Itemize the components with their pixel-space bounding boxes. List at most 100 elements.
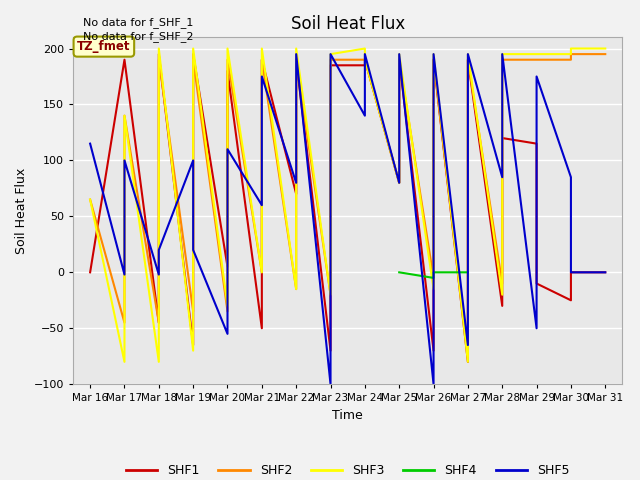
SHF1 xyxy=(86,269,94,275)
SHF5 xyxy=(326,51,334,57)
Text: No data for f_SHF_2: No data for f_SHF_2 xyxy=(83,31,194,42)
SHF2 xyxy=(567,51,575,57)
SHF5 xyxy=(464,342,472,348)
SHF5 xyxy=(189,157,197,163)
SHF2 xyxy=(258,269,266,275)
SHF1 xyxy=(464,359,472,365)
SHF3 xyxy=(189,348,197,354)
Line: SHF2: SHF2 xyxy=(90,54,605,356)
SHF2 xyxy=(120,320,128,325)
SHF2 xyxy=(429,275,437,281)
SHF5 xyxy=(258,73,266,79)
SHF2 xyxy=(326,292,334,298)
SHF1 xyxy=(120,57,128,62)
SHF1 xyxy=(155,320,163,325)
SHF3 xyxy=(499,51,506,57)
SHF3 xyxy=(532,51,540,57)
SHF1 xyxy=(499,303,506,309)
SHF5 xyxy=(429,51,437,57)
SHF2 xyxy=(189,309,197,314)
SHF1 xyxy=(361,62,369,68)
SHF2 xyxy=(396,57,403,62)
SHF5 xyxy=(361,113,369,119)
SHF3 xyxy=(326,51,334,57)
SHF2 xyxy=(223,57,231,62)
SHF3 xyxy=(499,292,506,298)
SHF3 xyxy=(223,46,231,51)
Legend: SHF1, SHF2, SHF3, SHF4, SHF5: SHF1, SHF2, SHF3, SHF4, SHF5 xyxy=(121,459,574,480)
SHF1 xyxy=(429,348,437,354)
SHF1 xyxy=(396,180,403,186)
SHF2 xyxy=(464,353,472,359)
SHF2 xyxy=(86,197,94,203)
SHF2 xyxy=(155,57,163,62)
SHF1 xyxy=(189,51,197,57)
SHF2 xyxy=(155,320,163,325)
SHF2 xyxy=(292,57,300,62)
SHF3 xyxy=(361,46,369,51)
SHF5 xyxy=(223,331,231,337)
Y-axis label: Soil Heat Flux: Soil Heat Flux xyxy=(15,168,28,254)
SHF3 xyxy=(258,46,266,51)
SHF3 xyxy=(155,359,163,365)
SHF3 xyxy=(292,286,300,292)
SHF5 xyxy=(499,51,506,57)
SHF2 xyxy=(189,57,197,62)
SHF5 xyxy=(567,269,575,275)
Line: SHF3: SHF3 xyxy=(90,48,605,362)
SHF1 xyxy=(326,62,334,68)
SHF1 xyxy=(258,57,266,62)
SHF5 xyxy=(567,174,575,180)
SHF5 xyxy=(499,174,506,180)
SHF1 xyxy=(532,281,540,287)
SHF3 xyxy=(396,51,403,57)
SHF5 xyxy=(532,325,540,331)
SHF1 xyxy=(361,57,369,62)
Line: SHF5: SHF5 xyxy=(90,54,605,384)
SHF5 xyxy=(155,272,163,277)
SHF1 xyxy=(189,342,197,348)
SHF5 xyxy=(326,381,334,387)
SHF1 xyxy=(396,57,403,62)
SHF5 xyxy=(396,180,403,186)
SHF4 xyxy=(429,269,437,275)
Text: TZ_fmet: TZ_fmet xyxy=(77,40,131,53)
SHF1 xyxy=(326,348,334,354)
SHF3 xyxy=(155,46,163,51)
SHF2 xyxy=(396,180,403,186)
Title: Soil Heat Flux: Soil Heat Flux xyxy=(291,15,405,33)
SHF2 xyxy=(361,57,369,62)
SHF1 xyxy=(602,269,609,275)
SHF3 xyxy=(464,51,472,57)
SHF2 xyxy=(120,113,128,119)
SHF2 xyxy=(429,57,437,62)
SHF3 xyxy=(120,113,128,119)
SHF1 xyxy=(223,68,231,74)
SHF5 xyxy=(120,272,128,277)
SHF3 xyxy=(429,286,437,292)
SHF2 xyxy=(567,57,575,62)
SHF1 xyxy=(258,325,266,331)
SHF5 xyxy=(361,51,369,57)
SHF5 xyxy=(292,180,300,186)
SHF2 xyxy=(361,57,369,62)
SHF1 xyxy=(567,269,575,275)
SHF3 xyxy=(326,292,334,298)
SHF3 xyxy=(361,57,369,62)
SHF2 xyxy=(326,57,334,62)
SHF3 xyxy=(396,180,403,186)
SHF3 xyxy=(120,359,128,365)
SHF2 xyxy=(499,57,506,62)
SHF4 xyxy=(396,269,403,275)
Text: No data for f_SHF_1: No data for f_SHF_1 xyxy=(83,17,193,28)
SHF5 xyxy=(292,51,300,57)
SHF1 xyxy=(292,191,300,197)
SHF3 xyxy=(602,46,609,51)
SHF2 xyxy=(258,57,266,62)
SHF5 xyxy=(602,269,609,275)
SHF2 xyxy=(223,309,231,314)
SHF3 xyxy=(567,51,575,57)
SHF1 xyxy=(464,57,472,62)
SHF5 xyxy=(155,247,163,253)
SHF2 xyxy=(532,57,540,62)
